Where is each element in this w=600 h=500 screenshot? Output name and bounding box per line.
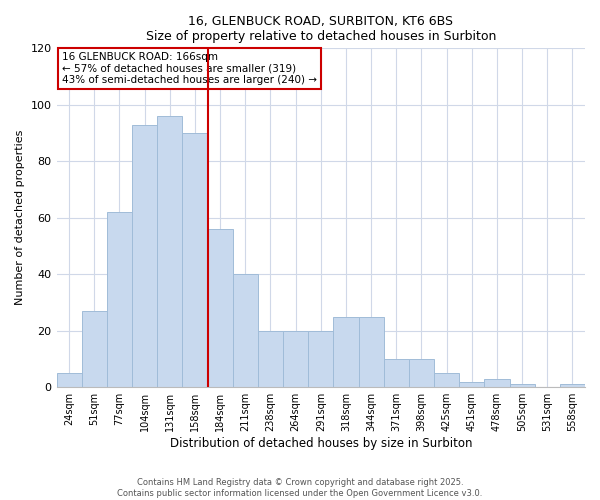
Bar (409, 359, 434, 387)
Bar (359, 316, 383, 387)
Bar (82, 311, 107, 387)
Bar (283, 330, 308, 387)
Bar (560, 384, 585, 387)
Bar (107, 212, 132, 387)
Bar (182, 133, 208, 387)
Bar (383, 359, 409, 387)
Text: 16 GLENBUCK ROAD: 166sqm
← 57% of detached houses are smaller (319)
43% of semi-: 16 GLENBUCK ROAD: 166sqm ← 57% of detach… (62, 52, 317, 85)
Bar (334, 316, 359, 387)
Bar (208, 229, 233, 387)
Bar (484, 378, 509, 387)
Text: Contains HM Land Registry data © Crown copyright and database right 2025.
Contai: Contains HM Land Registry data © Crown c… (118, 478, 482, 498)
Bar (233, 274, 258, 387)
Bar (459, 382, 484, 387)
Title: 16, GLENBUCK ROAD, SURBITON, KT6 6BS
Size of property relative to detached house: 16, GLENBUCK ROAD, SURBITON, KT6 6BS Siz… (146, 15, 496, 43)
Bar (157, 116, 182, 387)
Bar (434, 373, 459, 387)
Bar (258, 330, 283, 387)
Y-axis label: Number of detached properties: Number of detached properties (15, 130, 25, 306)
Bar (132, 124, 157, 387)
Bar (509, 384, 535, 387)
Bar (308, 330, 334, 387)
X-axis label: Distribution of detached houses by size in Surbiton: Distribution of detached houses by size … (170, 437, 472, 450)
Bar (56, 373, 82, 387)
